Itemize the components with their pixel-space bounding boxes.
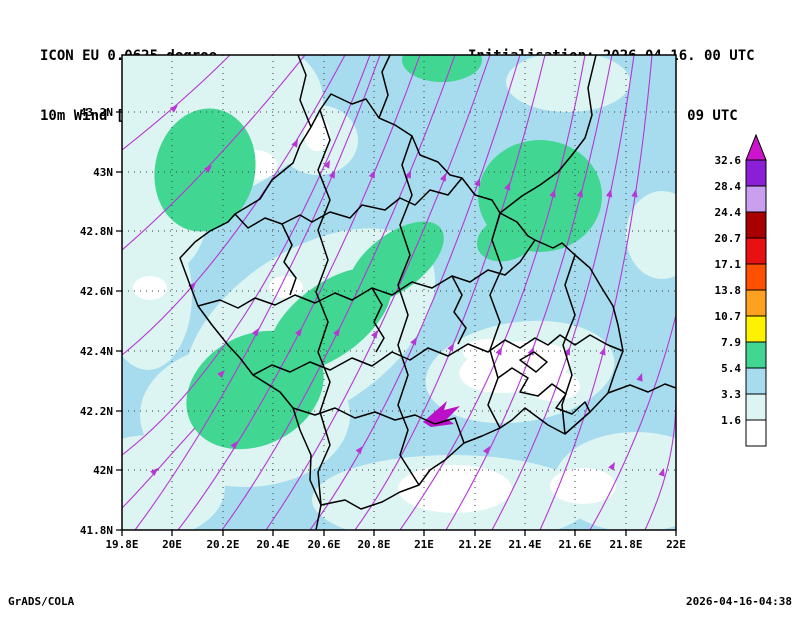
lat-label: 42N	[93, 464, 113, 477]
lat-label: 43.2N	[80, 106, 113, 119]
creation-timestamp: 2026-04-16-04:38	[686, 595, 792, 608]
wind-speed-fill	[122, 55, 676, 530]
colorbar-segment	[745, 263, 767, 291]
lon-label: 21E	[414, 538, 434, 551]
colorbar-segment	[745, 367, 767, 395]
lon-label: 20.6E	[307, 538, 340, 551]
colorbar-label: 1.6	[721, 414, 741, 427]
plot-frame	[121, 54, 677, 531]
colorbar-label: 10.7	[715, 310, 742, 323]
colorbar-label: 13.8	[715, 284, 742, 297]
lat-label: 43N	[93, 166, 113, 179]
colorbar-segment	[745, 419, 767, 447]
colorbar-segment	[745, 211, 767, 239]
lat-axis: 43.2N 43N 42.8N 42.6N 42.4N 42.2N 42N 41…	[80, 106, 113, 537]
lat-label: 42.6N	[80, 285, 113, 298]
colorbar	[745, 133, 767, 447]
colorbar-segment	[745, 289, 767, 317]
colorbar-segment	[745, 185, 767, 213]
lon-label: 21.8E	[609, 538, 642, 551]
lon-label: 20.8E	[357, 538, 390, 551]
wind-maximum-vector-icon	[423, 401, 460, 427]
colorbar-label: 5.4	[721, 362, 741, 375]
lat-label: 42.8N	[80, 225, 113, 238]
colorbar-label: 28.4	[715, 180, 742, 193]
lon-label: 19.8E	[105, 538, 138, 551]
lon-label: 21.4E	[508, 538, 541, 551]
lon-label: 20E	[162, 538, 182, 551]
axis-ticks	[116, 111, 677, 536]
admin-borders	[179, 55, 676, 530]
lat-label: 42.2N	[80, 405, 113, 418]
colorbar-label: 17.1	[715, 258, 742, 271]
colorbar-labels: 32.6 28.4 24.4 20.7 17.1 13.8 10.7 7.9 5…	[715, 154, 742, 427]
colorbar-label: 3.3	[721, 388, 741, 401]
lat-label: 42.4N	[80, 345, 113, 358]
lon-label: 22E	[666, 538, 686, 551]
lon-label: 21.6E	[558, 538, 591, 551]
kosovo-outline	[179, 93, 624, 510]
fill-below-1.6	[133, 117, 616, 513]
grads-credit: GrADS/COLA	[8, 595, 75, 608]
colorbar-segment	[745, 315, 767, 343]
lon-label: 20.2E	[206, 538, 239, 551]
lon-label: 20.4E	[256, 538, 289, 551]
colorbar-label: 24.4	[715, 206, 742, 219]
lat-label: 41.8N	[80, 524, 113, 537]
lon-label: 21.2E	[458, 538, 491, 551]
colorbar-segment	[745, 159, 767, 187]
colorbar-label: 20.7	[715, 232, 742, 245]
lon-axis: 19.8E 20E 20.2E 20.4E 20.6E 20.8E 21E 21…	[105, 538, 686, 551]
colorbar-label: 7.9	[721, 336, 741, 349]
colorbar-segment	[745, 393, 767, 421]
colorbar-top-arrow	[745, 133, 767, 161]
colorbar-segment	[745, 237, 767, 265]
colorbar-label: 32.6	[715, 154, 742, 167]
colorbar-segment	[745, 341, 767, 369]
